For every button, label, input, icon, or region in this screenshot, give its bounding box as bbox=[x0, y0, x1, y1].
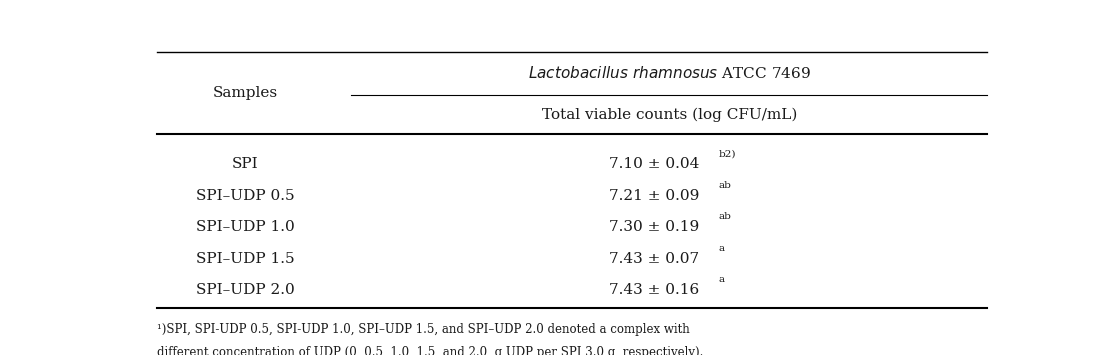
Text: SPI–UDP 2.0: SPI–UDP 2.0 bbox=[196, 283, 295, 297]
Text: SPI–UDP 1.0: SPI–UDP 1.0 bbox=[196, 220, 295, 234]
Text: different concentration of UDP (0, 0.5, 1.0, 1.5, and 2.0  g UDP per SPI 3.0 g, : different concentration of UDP (0, 0.5, … bbox=[156, 346, 703, 355]
Text: 7.43 ± 0.07: 7.43 ± 0.07 bbox=[609, 252, 700, 266]
Text: a: a bbox=[719, 275, 725, 284]
Text: Total viable counts (log CFU/mL): Total viable counts (log CFU/mL) bbox=[541, 107, 797, 121]
Text: b2): b2) bbox=[719, 149, 737, 158]
Text: ¹)SPI, SPI-UDP 0.5, SPI-UDP 1.0, SPI–UDP 1.5, and SPI–UDP 2.0 denoted a complex : ¹)SPI, SPI-UDP 0.5, SPI-UDP 1.0, SPI–UDP… bbox=[156, 323, 690, 336]
Text: ab: ab bbox=[719, 181, 732, 190]
Text: a: a bbox=[719, 244, 725, 253]
Text: 7.30 ± 0.19: 7.30 ± 0.19 bbox=[609, 220, 700, 234]
Text: 7.43 ± 0.16: 7.43 ± 0.16 bbox=[609, 283, 700, 297]
Text: 7.10 ± 0.04: 7.10 ± 0.04 bbox=[609, 157, 700, 171]
Text: $\mathit{Lactobacillus\ rhamnosus}$ ATCC 7469: $\mathit{Lactobacillus\ rhamnosus}$ ATCC… bbox=[528, 65, 810, 81]
Text: 7.21 ± 0.09: 7.21 ± 0.09 bbox=[609, 189, 700, 203]
Text: ab: ab bbox=[719, 212, 732, 221]
Text: Samples: Samples bbox=[213, 86, 278, 100]
Text: SPI: SPI bbox=[232, 157, 259, 171]
Text: SPI–UDP 1.5: SPI–UDP 1.5 bbox=[196, 252, 295, 266]
Text: SPI–UDP 0.5: SPI–UDP 0.5 bbox=[196, 189, 295, 203]
